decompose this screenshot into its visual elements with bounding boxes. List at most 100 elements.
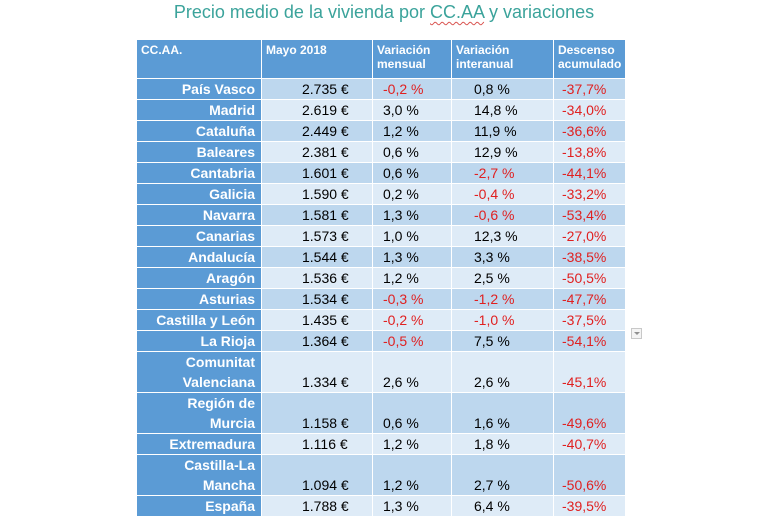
row-mensual: 0,6 % <box>372 141 452 163</box>
row-region: Comunitat Valenciana <box>136 351 262 393</box>
row-interanual: 12,9 % <box>451 141 554 163</box>
row-price: 1.536 € <box>261 267 373 289</box>
row-price: 1.601 € <box>261 162 373 184</box>
table-row: Madrid 2.619 €3,0 % 14,8 % -34,0% <box>136 99 626 121</box>
row-mensual: 1,2 % <box>372 267 452 289</box>
table-row: País Vasco 2.735 € -0,2 % 0,8 % -37,7% <box>136 78 626 100</box>
row-price: 1.334 € <box>261 351 373 393</box>
row-mensual: 0,6 % <box>372 162 452 184</box>
row-region: Extremadura <box>136 433 262 455</box>
table-row: Galicia 1.590 €0,2 % -0,4 % -33,2% <box>136 183 626 205</box>
row-price: 1.544 € <box>261 246 373 268</box>
row-price: 1.573 € <box>261 225 373 247</box>
row-mensual: -0,2 % <box>372 78 452 100</box>
row-interanual: -0,4 % <box>451 183 554 205</box>
row-descenso: -36,6% <box>553 120 626 142</box>
row-region: Castilla-La Mancha <box>136 454 262 496</box>
title-highlight: CC.AA <box>430 2 485 22</box>
row-interanual: 0,8 % <box>451 78 554 100</box>
table-row: Baleares 2.381 €0,6 % 12,9 % -13,8% <box>136 141 626 163</box>
row-region: Castilla y León <box>136 309 262 331</box>
row-descenso: -38,5% <box>553 246 626 268</box>
row-price: 1.116 € <box>261 433 373 455</box>
row-descenso: -39,5% <box>553 495 626 517</box>
row-region: Aragón <box>136 267 262 289</box>
row-mensual: 1,3 % <box>372 204 452 226</box>
housing-price-table: CC.AA. Mayo 2018 Variación mensual Varia… <box>136 40 626 517</box>
row-region: Andalucía <box>136 246 262 268</box>
row-interanual: 7,5 % <box>451 330 554 352</box>
row-interanual: 2,7 % <box>451 454 554 496</box>
row-interanual: 14,8 % <box>451 99 554 121</box>
row-descenso: -33,2% <box>553 183 626 205</box>
title-prefix: Precio medio de la vivienda por <box>173 2 431 22</box>
row-mensual: 2,6 % <box>372 351 452 393</box>
row-interanual: -0,6 % <box>451 204 554 226</box>
table-row: Castilla y León 1.435 € -0,2 % -1,0 % -37,5% <box>136 309 626 331</box>
row-mensual: 3,0 % <box>372 99 452 121</box>
row-region: País Vasco <box>136 78 262 100</box>
row-price: 1.581 € <box>261 204 373 226</box>
row-price: 1.590 € <box>261 183 373 205</box>
row-mensual: 1,3 % <box>372 246 452 268</box>
filter-dropdown-icon[interactable] <box>631 328 642 339</box>
header-interanual: Variación interanual <box>451 40 554 79</box>
row-descenso: -50,6% <box>553 454 626 496</box>
table-row: Cantabria 1.601 €0,6 % -2,7 % -44,1% <box>136 162 626 184</box>
row-price: 2.381 € <box>261 141 373 163</box>
row-interanual: 12,3 % <box>451 225 554 247</box>
table-row: Canarias 1.573 €1,0 % 12,3 % -27,0% <box>136 225 626 247</box>
row-mensual: 1,0 % <box>372 225 452 247</box>
table-row: La Rioja 1.364 € -0,5 % 7,5 % -54,1% <box>136 330 626 352</box>
row-price: 1.788 € <box>261 495 373 517</box>
table-row: Extremadura 1.116 €1,2 % 1,8 % -40,7% <box>136 433 626 455</box>
row-region: Región de Murcia <box>136 392 262 434</box>
row-descenso: -34,0% <box>553 99 626 121</box>
table-row: Comunitat Valenciana 1.334 €2,6 % 2,6 % -45… <box>136 351 626 393</box>
row-region: Cataluña <box>136 120 262 142</box>
table-row: Navarra 1.581 €1,3 % -0,6 % -53,4% <box>136 204 626 226</box>
row-region: Cantabria <box>136 162 262 184</box>
row-mensual: 0,2 % <box>372 183 452 205</box>
row-region: Madrid <box>136 99 262 121</box>
row-mensual: 0,6 % <box>372 392 452 434</box>
row-interanual: 1,6 % <box>451 392 554 434</box>
row-interanual: -2,7 % <box>451 162 554 184</box>
row-mensual: 1,2 % <box>372 120 452 142</box>
row-interanual: 11,9 % <box>451 120 554 142</box>
row-region: Asturias <box>136 288 262 310</box>
row-descenso: -49,6% <box>553 392 626 434</box>
row-mensual: 1,2 % <box>372 433 452 455</box>
row-mensual: -0,2 % <box>372 309 452 331</box>
row-mensual: 1,3 % <box>372 495 452 517</box>
table-body: País Vasco 2.735 € -0,2 % 0,8 % -37,7% Madrid… <box>136 78 626 517</box>
row-interanual: -1,2 % <box>451 288 554 310</box>
row-descenso: -13,8% <box>553 141 626 163</box>
row-mensual: 1,2 % <box>372 454 452 496</box>
row-descenso: -54,1% <box>553 330 626 352</box>
row-mensual: -0,3 % <box>372 288 452 310</box>
title-suffix: y variaciones <box>484 2 595 22</box>
row-region: La Rioja <box>136 330 262 352</box>
table-row: Asturias 1.534 € -0,3 % -1,2 % -47,7% <box>136 288 626 310</box>
table-row: Cataluña 2.449 €1,2 % 11,9 % -36,6% <box>136 120 626 142</box>
table-row: Andalucía 1.544 €1,3 % 3,3 % -38,5% <box>136 246 626 268</box>
row-price: 1.534 € <box>261 288 373 310</box>
row-descenso: -47,7% <box>553 288 626 310</box>
row-interanual: 2,5 % <box>451 267 554 289</box>
table-row: Región de Murcia 1.158 €0,6 % 1,6 % -49,6% <box>136 392 626 434</box>
row-mensual: -0,5 % <box>372 330 452 352</box>
header-region: CC.AA. <box>136 40 262 79</box>
table-header-row: CC.AA. Mayo 2018 Variación mensual Varia… <box>136 40 626 79</box>
row-region: Canarias <box>136 225 262 247</box>
row-region: Galicia <box>136 183 262 205</box>
row-price: 1.158 € <box>261 392 373 434</box>
row-price: 1.364 € <box>261 330 373 352</box>
row-price: 1.435 € <box>261 309 373 331</box>
row-descenso: -27,0% <box>553 225 626 247</box>
row-descenso: -45,1% <box>553 351 626 393</box>
row-region: España <box>136 495 262 517</box>
row-interanual: -1,0 % <box>451 309 554 331</box>
row-region: Baleares <box>136 141 262 163</box>
row-region: Navarra <box>136 204 262 226</box>
